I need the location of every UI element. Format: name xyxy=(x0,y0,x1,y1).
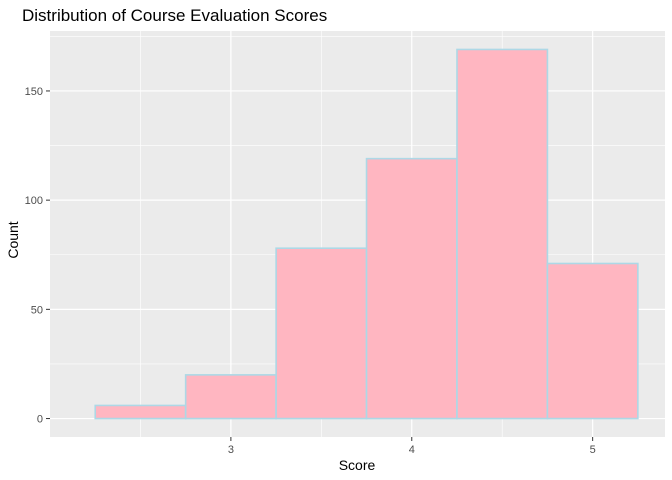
y-tick-label: 100 xyxy=(25,195,43,207)
x-axis-title: Score xyxy=(339,457,376,473)
chart-title: Distribution of Course Evaluation Scores xyxy=(22,6,327,25)
histogram-bars xyxy=(94,48,639,420)
x-axis: 3 4 5 xyxy=(228,437,596,456)
histogram-bar xyxy=(94,404,187,420)
y-tick-label: 50 xyxy=(31,304,43,316)
y-axis-title: Count xyxy=(5,221,21,258)
histogram-bar xyxy=(365,157,458,420)
x-tick-label: 3 xyxy=(228,444,234,456)
y-axis: 0 50 100 150 xyxy=(25,86,50,426)
histogram-bar xyxy=(184,374,277,420)
x-tick-label: 4 xyxy=(409,444,415,456)
histogram-bar xyxy=(275,247,368,420)
histogram-bar xyxy=(546,262,639,420)
x-tick-label: 5 xyxy=(590,444,596,456)
histogram-bar xyxy=(456,48,549,420)
y-tick-label: 150 xyxy=(25,86,43,98)
y-tick-label: 0 xyxy=(37,414,43,426)
